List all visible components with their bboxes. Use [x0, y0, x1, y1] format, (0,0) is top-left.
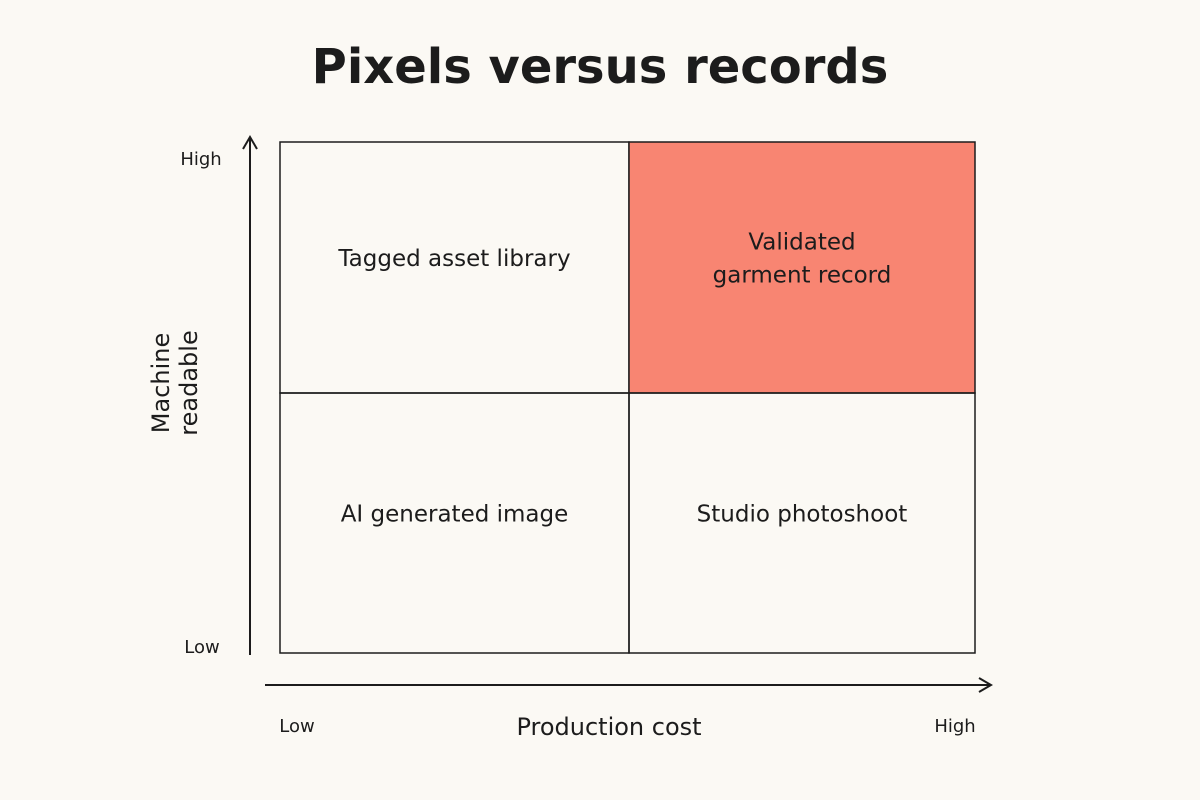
x-label: Production cost — [516, 713, 701, 741]
y-arrowhead — [242, 135, 258, 150]
y-high: High — [180, 149, 221, 170]
y-low: Low — [184, 637, 219, 658]
quadrant — [628, 141, 976, 394]
quadrant-label: Validated — [748, 230, 855, 256]
y-label-line: Machine — [147, 333, 175, 433]
quadrant-label: Studio photoshoot — [697, 502, 908, 528]
quadrant-label: Tagged asset library — [337, 246, 570, 272]
quadrant-label: AI generated image — [341, 502, 569, 528]
y-label-line: readable — [175, 330, 203, 435]
y-label: Machine readable — [147, 330, 203, 435]
x-arrowhead — [978, 677, 993, 693]
x-high: High — [934, 716, 975, 737]
quadrant — [628, 392, 976, 654]
title: Pixels versus records — [312, 39, 889, 95]
quadrants: Tagged asset library Validated garment rec… — [279, 141, 976, 654]
quadrant-label: garment record — [713, 263, 892, 289]
x-low: Low — [279, 716, 314, 737]
